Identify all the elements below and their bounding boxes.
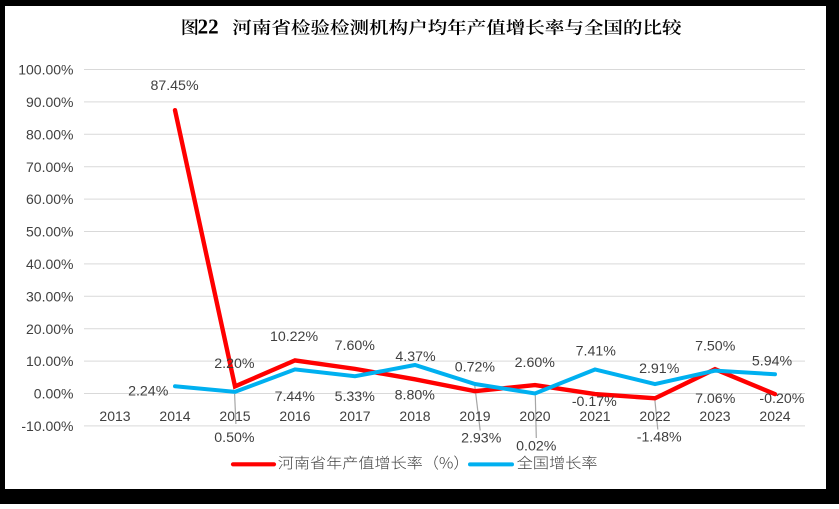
svg-text:2020: 2020	[519, 408, 550, 424]
svg-text:2.91%: 2.91%	[639, 361, 680, 377]
svg-text:50.00%: 50.00%	[26, 224, 73, 240]
svg-text:2015: 2015	[219, 408, 250, 424]
svg-text:-0.17%: -0.17%	[572, 394, 617, 410]
svg-text:2.93%: 2.93%	[461, 431, 502, 447]
svg-text:70.00%: 70.00%	[26, 159, 73, 175]
svg-text:20.00%: 20.00%	[26, 321, 73, 337]
svg-text:90.00%: 90.00%	[26, 94, 73, 110]
svg-text:2.20%: 2.20%	[214, 356, 255, 372]
svg-text:10.00%: 10.00%	[26, 353, 73, 369]
svg-text:4.37%: 4.37%	[395, 349, 436, 365]
svg-text:2023: 2023	[699, 408, 730, 424]
svg-text:8.80%: 8.80%	[395, 388, 436, 404]
svg-text:2016: 2016	[279, 408, 310, 424]
svg-text:2021: 2021	[579, 408, 610, 424]
svg-text:2019: 2019	[459, 408, 490, 424]
svg-text:60.00%: 60.00%	[26, 191, 73, 207]
svg-text:100.00%: 100.00%	[18, 62, 73, 78]
svg-text:2014: 2014	[159, 408, 190, 424]
svg-text:7.06%: 7.06%	[695, 391, 736, 407]
svg-text:2018: 2018	[399, 408, 430, 424]
svg-text:5.33%: 5.33%	[335, 389, 376, 405]
svg-text:-0.20%: -0.20%	[759, 391, 804, 407]
svg-text:30.00%: 30.00%	[26, 288, 73, 304]
svg-text:2024: 2024	[759, 408, 790, 424]
svg-text:0.00%: 0.00%	[34, 386, 74, 402]
svg-text:-1.48%: -1.48%	[637, 430, 682, 446]
svg-text:2022: 2022	[639, 408, 670, 424]
svg-text:40.00%: 40.00%	[26, 256, 73, 272]
svg-text:2.24%: 2.24%	[128, 384, 169, 400]
svg-text:7.50%: 7.50%	[695, 338, 736, 354]
svg-text:10.22%: 10.22%	[270, 329, 319, 345]
svg-text:22: 22	[198, 15, 219, 39]
svg-text:2013: 2013	[99, 408, 130, 424]
svg-text:2.60%: 2.60%	[515, 355, 556, 371]
svg-text:2017: 2017	[339, 408, 370, 424]
svg-text:0.50%: 0.50%	[214, 430, 255, 446]
svg-text:80.00%: 80.00%	[26, 126, 73, 142]
svg-text:0.02%: 0.02%	[516, 439, 557, 455]
svg-text:-10.00%: -10.00%	[21, 418, 73, 434]
svg-text:7.41%: 7.41%	[576, 344, 617, 360]
svg-text:0.72%: 0.72%	[455, 360, 496, 376]
svg-text:7.60%: 7.60%	[335, 338, 376, 354]
svg-text:87.45%: 87.45%	[150, 78, 199, 94]
svg-text:5.94%: 5.94%	[752, 353, 793, 369]
svg-text:7.44%: 7.44%	[275, 389, 316, 405]
